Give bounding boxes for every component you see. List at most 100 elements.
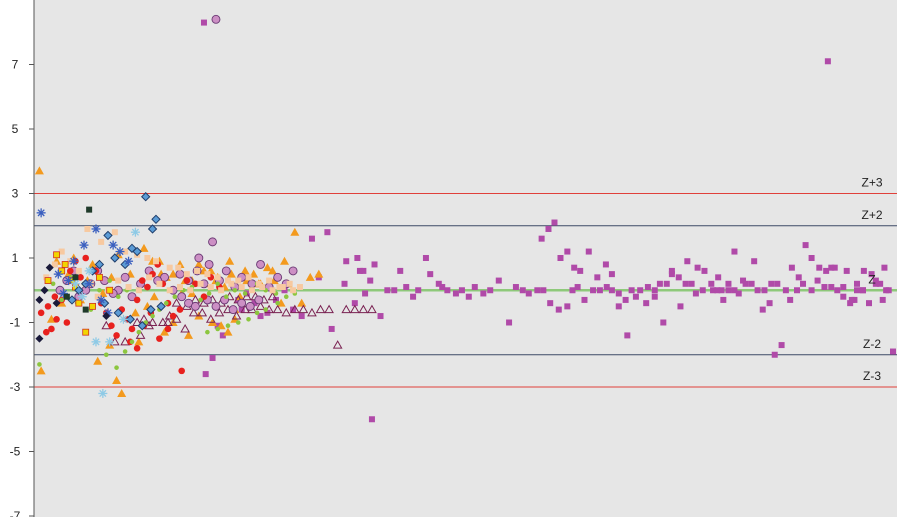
data-point: [180, 323, 190, 333]
data-point: [160, 327, 170, 336]
data-point: [308, 235, 315, 242]
data-point: [146, 304, 156, 315]
data-point: [506, 319, 513, 326]
data-point: [774, 280, 781, 287]
data-point: [368, 416, 375, 423]
data-point: [114, 365, 119, 370]
data-point: [163, 300, 169, 306]
data-point: [175, 264, 182, 271]
data-point: [643, 300, 650, 307]
data-point: [208, 237, 217, 247]
data-point: [371, 261, 378, 268]
data-point: [800, 280, 807, 287]
data-point: [120, 259, 130, 270]
data-point: [111, 229, 118, 236]
data-point: [77, 274, 84, 281]
data-point: [127, 292, 137, 302]
data-point: [251, 300, 258, 307]
data-point: [207, 284, 214, 291]
data-point: [802, 242, 809, 249]
data-point: [637, 287, 644, 294]
data-point: [51, 293, 59, 301]
data-point: [214, 322, 221, 329]
reference-line-label: Z: [868, 272, 875, 286]
data-point: [226, 269, 236, 278]
plot-area: [34, 0, 897, 517]
data-point: [280, 256, 290, 265]
data-point: [590, 287, 597, 294]
data-point: [720, 296, 727, 303]
data-point: [82, 254, 90, 262]
data-point: [34, 166, 44, 175]
data-point: [151, 214, 161, 225]
data-point: [651, 293, 658, 300]
data-point: [397, 267, 404, 274]
data-point: [75, 299, 83, 307]
data-point: [286, 280, 293, 287]
data-point: [594, 274, 601, 281]
data-point: [135, 330, 146, 339]
data-point: [177, 292, 187, 302]
data-point: [868, 271, 875, 278]
data-point: [120, 272, 130, 282]
data-point: [890, 348, 896, 355]
data-point: [44, 303, 52, 310]
data-point: [816, 264, 823, 271]
data-point: [197, 307, 208, 317]
data-point: [710, 287, 717, 294]
data-point: [848, 296, 855, 303]
data-point: [245, 301, 255, 311]
data-point: [228, 280, 235, 287]
data-point: [279, 284, 286, 291]
data-point: [821, 284, 828, 291]
data-point: [108, 322, 115, 330]
data-point: [135, 287, 142, 294]
data-point: [150, 313, 155, 319]
data-point: [766, 300, 773, 307]
data-point: [209, 354, 216, 361]
data-point: [740, 277, 747, 284]
data-point: [290, 227, 300, 236]
data-point: [735, 290, 742, 297]
data-point: [89, 302, 96, 310]
data-point: [360, 267, 367, 274]
data-point: [128, 325, 136, 333]
data-point: [581, 296, 588, 303]
data-point: [778, 342, 785, 349]
data-point: [168, 269, 178, 278]
data-point: [169, 312, 177, 320]
data-point: [240, 266, 250, 275]
y-tick-label: 5: [12, 122, 19, 136]
data-point: [146, 274, 153, 281]
data-point: [86, 206, 93, 213]
data-point: [115, 294, 121, 300]
data-point: [98, 388, 108, 398]
data-point: [377, 313, 384, 320]
reference-line-label: Z+2: [861, 208, 882, 222]
data-point: [834, 287, 841, 294]
data-point: [157, 317, 168, 326]
data-point: [731, 248, 738, 255]
data-point: [266, 277, 273, 284]
data-point: [315, 304, 326, 314]
data-point: [113, 308, 123, 318]
data-point: [242, 291, 248, 296]
data-point: [103, 230, 113, 241]
data-point: [608, 271, 615, 278]
data-point: [422, 255, 429, 261]
data-point: [63, 293, 70, 300]
data-point: [748, 280, 755, 287]
data-point: [782, 287, 789, 294]
reference-line-label: Z-3: [863, 369, 881, 383]
reference-line-labels: Z+3 Z+2 Z Z-2 Z-3: [861, 176, 882, 384]
y-axis: 7 5 3 1 -1 -3 -5 -7: [10, 0, 35, 517]
data-point: [105, 337, 115, 347]
data-point: [237, 298, 247, 308]
data-point: [98, 238, 105, 245]
data-point: [50, 281, 56, 287]
data-point: [268, 266, 278, 275]
data-point: [343, 258, 350, 265]
data-point: [53, 251, 60, 259]
data-point: [324, 229, 331, 236]
data-point: [751, 258, 758, 265]
